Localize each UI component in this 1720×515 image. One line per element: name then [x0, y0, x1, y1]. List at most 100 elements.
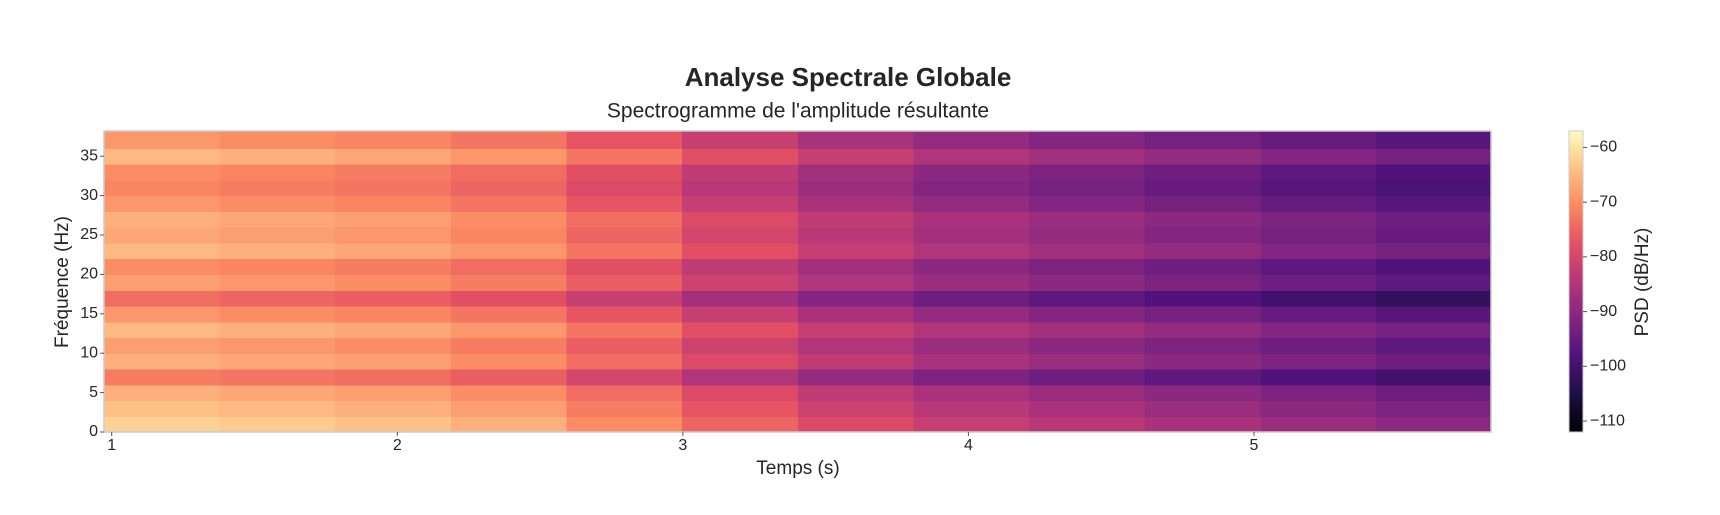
- heatmap-cell: [1260, 148, 1377, 165]
- heatmap-cell: [797, 416, 915, 433]
- heatmap-cell: [450, 227, 568, 244]
- heatmap-cell: [104, 227, 221, 244]
- heatmap-cell: [913, 242, 1030, 260]
- heatmap-cell: [797, 337, 915, 354]
- heatmap-cell: [1376, 211, 1492, 228]
- heatmap-cell: [335, 384, 452, 402]
- heatmap-cell: [566, 195, 683, 212]
- heatmap-cell: [335, 368, 452, 386]
- heatmap-cell: [566, 353, 683, 370]
- heatmap-cell: [1029, 148, 1146, 165]
- chart-subtitle: Spectrogramme de l'amplitude résultante: [607, 100, 989, 123]
- heatmap-cell: [335, 211, 452, 228]
- heatmap-cell: [335, 179, 452, 197]
- heatmap-cell: [1029, 353, 1146, 370]
- heatmap-cell: [682, 337, 799, 354]
- heatmap-cell: [682, 131, 799, 149]
- heatmap-cell: [913, 384, 1030, 402]
- heatmap-cell: [450, 384, 568, 402]
- y-tick-label: 0: [89, 423, 98, 440]
- heatmap-cell: [1260, 400, 1377, 417]
- heatmap-cell: [219, 290, 336, 307]
- heatmap-cell: [450, 164, 568, 181]
- heatmap-cell: [104, 416, 221, 433]
- heatmap-cell: [104, 179, 221, 197]
- heatmap-cell: [1376, 242, 1492, 260]
- heatmap-cell: [1260, 242, 1377, 260]
- heatmap-cell: [797, 368, 915, 386]
- heatmap-cell: [1260, 211, 1377, 228]
- heatmap-cell: [913, 368, 1030, 386]
- colorbar-tick-label: −90: [1590, 303, 1617, 320]
- heatmap-cell: [450, 368, 568, 386]
- heatmap-cell: [104, 164, 221, 181]
- heatmap-cell: [682, 242, 799, 260]
- x-tick-label: 5: [1250, 437, 1259, 454]
- heatmap-cell: [104, 337, 221, 354]
- heatmap-cell: [1376, 179, 1492, 197]
- heatmap-cell: [1260, 305, 1377, 323]
- heatmap-cell: [797, 305, 915, 323]
- y-tick-label: 15: [80, 305, 98, 322]
- heatmap-cell: [797, 131, 915, 149]
- heatmap-cell: [219, 179, 336, 197]
- heatmap-cell: [1376, 337, 1492, 354]
- heatmap-cell: [1376, 305, 1492, 323]
- heatmap-cell: [104, 131, 221, 149]
- heatmap-cell: [797, 400, 915, 417]
- heatmap-cell: [219, 337, 336, 354]
- heatmap-cell: [1029, 274, 1146, 291]
- heatmap-cell: [1376, 148, 1492, 165]
- heatmap-cell: [1376, 384, 1492, 402]
- heatmap-cell: [1260, 274, 1377, 291]
- heatmap-cell: [1029, 164, 1146, 181]
- heatmap-cell: [1260, 258, 1377, 276]
- heatmap-cell: [1029, 337, 1146, 354]
- heatmap-cell: [104, 368, 221, 386]
- heatmap-cell: [219, 242, 336, 260]
- heatmap-cell: [450, 400, 568, 417]
- heatmap-cell: [797, 195, 915, 212]
- heatmap-cell: [913, 416, 1030, 433]
- heatmap-cell: [682, 227, 799, 244]
- heatmap-cell: [682, 290, 799, 307]
- heatmap-cell: [1144, 242, 1262, 260]
- heatmap-cell: [450, 353, 568, 370]
- heatmap-cell: [566, 211, 683, 228]
- colorbar-label: PSD (dB/Hz): [1632, 228, 1653, 337]
- heatmap-cell: [219, 353, 336, 370]
- heatmap-cell: [1029, 384, 1146, 402]
- colorbar: [1568, 130, 1584, 433]
- heatmap-cell: [1029, 321, 1146, 339]
- heatmap-cell: [219, 384, 336, 402]
- heatmap-cell: [1260, 368, 1377, 386]
- heatmap-cell: [1029, 242, 1146, 260]
- heatmap-cell: [1029, 227, 1146, 244]
- heatmap-cell: [219, 131, 336, 149]
- heatmap-cell: [1376, 290, 1492, 307]
- heatmap-cell: [1376, 227, 1492, 244]
- heatmap-cell: [1144, 227, 1262, 244]
- heatmap-cell: [335, 258, 452, 276]
- heatmap-cell: [797, 258, 915, 276]
- heatmap-cell: [450, 337, 568, 354]
- heatmap-cell: [1260, 353, 1377, 370]
- heatmap-cell: [1144, 148, 1262, 165]
- heatmap-cell: [104, 258, 221, 276]
- heatmap-cell: [913, 179, 1030, 197]
- colorbar-tick-label: −110: [1590, 412, 1625, 429]
- heatmap-cell: [566, 164, 683, 181]
- heatmap-cell: [913, 305, 1030, 323]
- heatmap-cell: [566, 258, 683, 276]
- heatmap-cell: [797, 227, 915, 244]
- heatmap-cell: [335, 131, 452, 149]
- heatmap-cell: [104, 242, 221, 260]
- heatmap-cell: [1260, 416, 1377, 433]
- heatmap-cell: [913, 195, 1030, 212]
- heatmap-cell: [1029, 131, 1146, 149]
- heatmap-cell: [913, 131, 1030, 149]
- heatmap-cell: [1376, 400, 1492, 417]
- heatmap-cell: [104, 384, 221, 402]
- heatmap-cell: [335, 148, 452, 165]
- heatmap-cell: [682, 384, 799, 402]
